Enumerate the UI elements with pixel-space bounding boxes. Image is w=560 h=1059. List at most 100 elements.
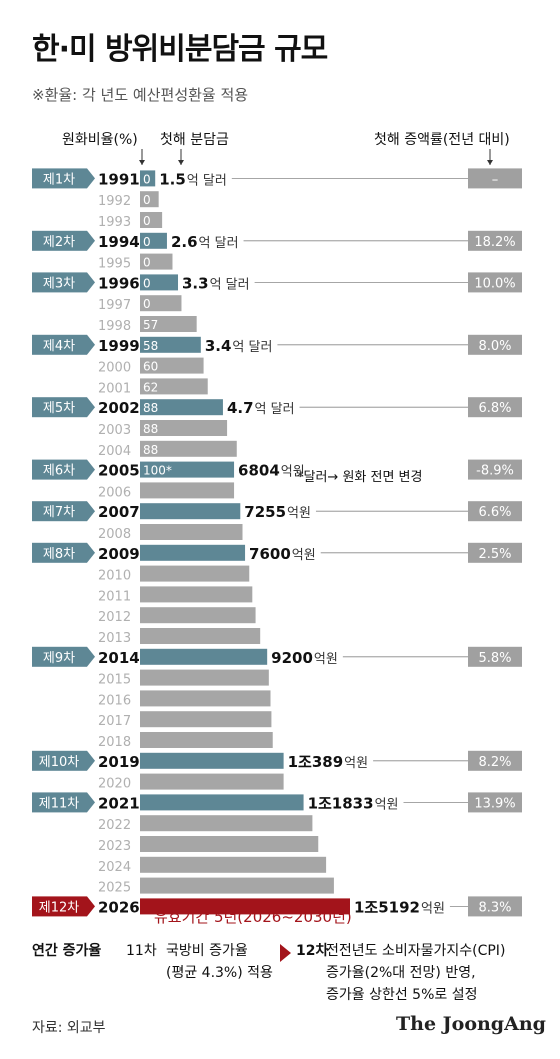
bar xyxy=(140,274,179,291)
agreement-12-text-2: 증가율(2%대 전망) 반영, xyxy=(326,965,476,981)
currency-change-footnote: *달러→ 원화 전면 변경 xyxy=(297,470,423,485)
amount-unit: 억원 xyxy=(375,797,399,812)
agreement-12-text-1: 전전년도 소비자물가지수(CPI) xyxy=(326,943,506,959)
amount-value: 7255 xyxy=(244,503,286,521)
bar xyxy=(140,690,271,707)
ratio-label: 0 xyxy=(143,235,151,249)
year-label: 2008 xyxy=(98,527,131,542)
bar xyxy=(140,794,304,811)
increase-badge xyxy=(468,501,522,522)
amount-value: 6804 xyxy=(238,462,280,480)
header-first-year-increase: 첫해 증액률(전년 대비) xyxy=(374,132,510,148)
increase-value: -8.9% xyxy=(476,464,514,479)
year-label: 2007 xyxy=(98,503,140,521)
bar xyxy=(140,170,156,187)
agreement-badge-arrow xyxy=(87,542,95,563)
bar xyxy=(140,482,235,499)
amount-unit: 억 달러 xyxy=(255,402,295,417)
bar xyxy=(140,544,246,561)
ratio-label: 0 xyxy=(143,214,151,228)
bar xyxy=(140,357,204,374)
amount-value: 1조5192 xyxy=(354,898,420,916)
year-label: 2022 xyxy=(98,818,131,833)
amount-unit: 억원 xyxy=(314,652,338,667)
bar xyxy=(140,877,334,894)
agreement-badge xyxy=(32,397,87,418)
ratio-label: 58 xyxy=(143,339,158,353)
bar xyxy=(140,711,272,728)
agreement-11-text-1: 국방비 증가율 xyxy=(166,943,248,959)
ratio-label: 62 xyxy=(143,380,158,394)
ratio-label: 57 xyxy=(143,318,158,332)
year-label: 2003 xyxy=(98,423,131,438)
year-label: 2001 xyxy=(98,381,131,396)
bar xyxy=(140,191,159,208)
agreement-badge-arrow xyxy=(87,168,95,189)
year-label: 2021 xyxy=(98,794,140,812)
amount-value: 2.6 xyxy=(171,233,198,251)
agreement-badge-arrow xyxy=(87,792,95,813)
ratio-label: 100* xyxy=(143,464,172,478)
amount-value: 3.4 xyxy=(205,337,232,355)
agreement-badge-arrow xyxy=(87,646,95,667)
year-label: 2016 xyxy=(98,693,131,708)
year-label: 2011 xyxy=(98,589,131,604)
amount-unit: 억 달러 xyxy=(232,340,272,355)
agreement-12-title: 12차 xyxy=(296,943,329,959)
amount-value: 1조1833 xyxy=(308,794,374,812)
amount-value: 4.7 xyxy=(227,399,254,417)
year-label: 2018 xyxy=(98,735,131,750)
year-label: 2012 xyxy=(98,610,131,625)
year-label: 2009 xyxy=(98,545,140,563)
bar xyxy=(140,440,237,457)
publisher-logo: The JoongAng xyxy=(396,1013,546,1035)
ratio-label: 0 xyxy=(143,193,151,207)
bar xyxy=(140,503,241,520)
bar xyxy=(140,378,208,395)
bar xyxy=(140,607,256,624)
agreement-badge xyxy=(32,750,87,771)
year-label: 2019 xyxy=(98,753,140,771)
amount-value: 7600 xyxy=(249,545,291,563)
agreement-label: 제3차 xyxy=(43,276,75,291)
amount-value: 3.3 xyxy=(182,274,209,292)
bar xyxy=(140,752,284,769)
agreement-label: 제6차 xyxy=(43,464,75,479)
agreement-label: 제10차 xyxy=(39,755,80,770)
bar xyxy=(140,898,350,915)
increase-badge xyxy=(468,750,522,771)
validity-period: 유효기간 5년(2026~2030년) xyxy=(154,908,352,926)
agreement-label: 제11차 xyxy=(39,796,80,811)
agreement-badge xyxy=(32,792,87,813)
bar xyxy=(140,565,250,582)
agreement-label: 제1차 xyxy=(43,172,75,187)
bar xyxy=(140,836,319,852)
ratio-label: 0 xyxy=(143,276,151,290)
bar xyxy=(140,336,201,353)
increase-value: 8.2% xyxy=(478,755,511,770)
increase-badge xyxy=(468,334,522,355)
amount-unit: 억원 xyxy=(292,548,316,563)
bar xyxy=(140,232,167,249)
agreement-badge xyxy=(32,168,87,189)
agreement-badge-arrow xyxy=(87,750,95,771)
increase-value: 13.9% xyxy=(474,796,515,811)
year-label: 2013 xyxy=(98,631,131,646)
agreement-label: 제9차 xyxy=(43,651,75,666)
amount-value: 9200 xyxy=(271,649,313,667)
increase-arrow-icon xyxy=(487,160,493,165)
year-label: 1991 xyxy=(98,170,140,188)
amount-unit: 억원 xyxy=(281,465,305,480)
agreement-badge xyxy=(32,334,87,355)
year-label: 2002 xyxy=(98,399,140,417)
agreement-label: 제7차 xyxy=(43,505,75,520)
year-label: 2020 xyxy=(98,777,131,792)
agreement-12-text-3: 증가율 상한선 5%로 설정 xyxy=(326,987,478,1003)
year-label: 1993 xyxy=(98,215,131,230)
agreement-badge xyxy=(32,646,87,667)
bar xyxy=(140,399,223,416)
bar xyxy=(140,524,243,540)
year-label: 2017 xyxy=(98,714,131,729)
bar xyxy=(140,295,182,312)
increase-badge xyxy=(468,272,522,293)
